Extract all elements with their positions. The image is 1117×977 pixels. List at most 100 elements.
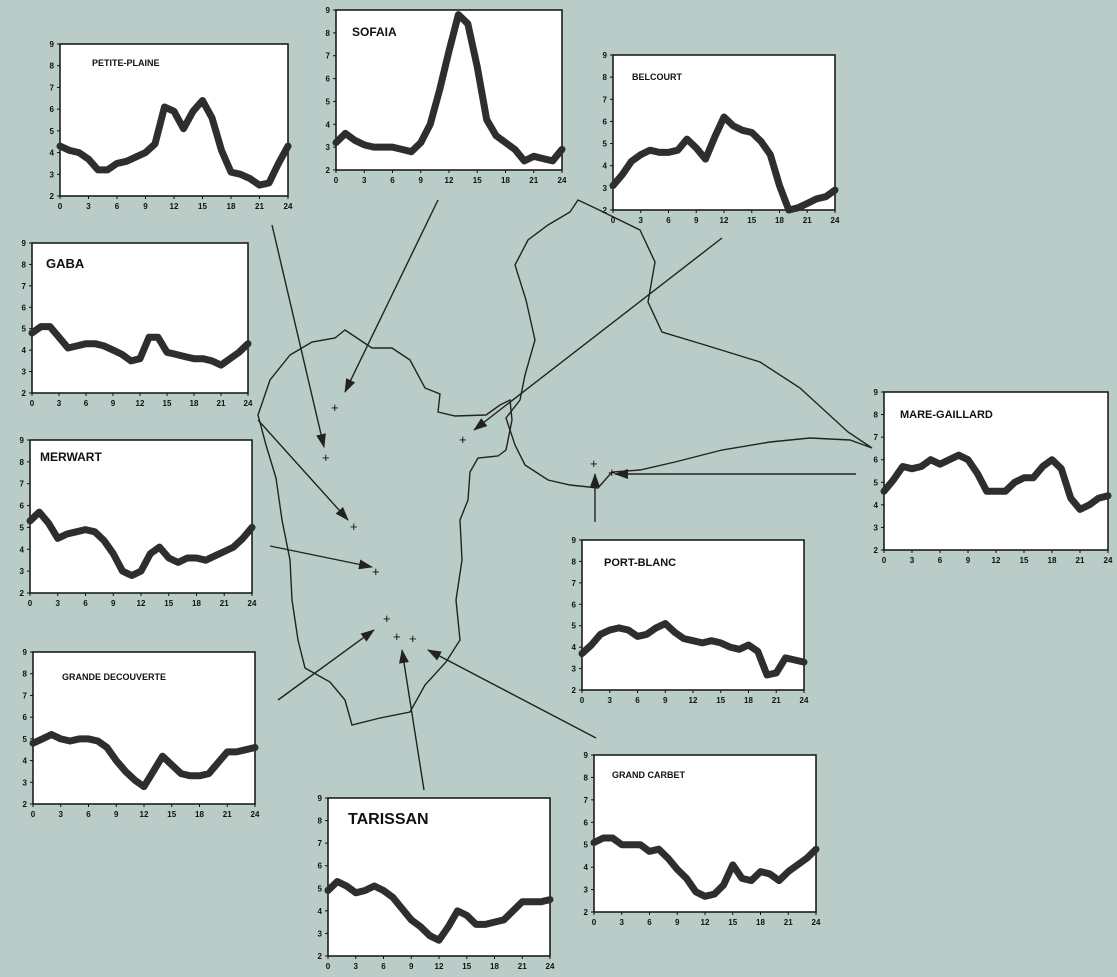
chart-port-blanc: 2 3 4 5 6 7 8 9 0 3 6 9 12 15 18 21 24 PORT-BLANC bbox=[572, 536, 809, 705]
y-tick-label: 5 bbox=[318, 884, 323, 893]
site-marker: + bbox=[383, 611, 391, 626]
y-tick-label: 7 bbox=[603, 95, 608, 104]
y-tick-label: 4 bbox=[50, 149, 55, 158]
chart-mare-gaillard: 2 3 4 5 6 7 8 9 0 3 6 9 12 15 18 21 24 MARE-GAILLARD bbox=[874, 388, 1113, 565]
y-tick-label: 6 bbox=[22, 303, 27, 312]
grande-terre-outline bbox=[505, 199, 873, 489]
x-tick-label: 12 bbox=[435, 962, 444, 971]
y-tick-label: 6 bbox=[603, 117, 608, 126]
plot-frame bbox=[593, 754, 817, 913]
y-tick-label: 2 bbox=[874, 546, 879, 555]
x-tick-label: 15 bbox=[198, 202, 207, 211]
y-tick-label: 4 bbox=[22, 346, 27, 355]
y-tick-label: 8 bbox=[50, 62, 55, 71]
chart-belcourt: 2 3 4 5 6 7 8 9 0 3 6 9 12 15 18 21 24 BELCOURT bbox=[603, 51, 840, 225]
x-tick-label: 9 bbox=[143, 202, 148, 211]
y-tick-label: 2 bbox=[23, 800, 28, 809]
x-tick-label: 3 bbox=[362, 176, 367, 185]
x-tick-label: 24 bbox=[248, 599, 257, 608]
station-title: TARISSAN bbox=[348, 811, 429, 828]
series-line bbox=[26, 508, 256, 579]
x-tick-label: 24 bbox=[831, 216, 840, 225]
y-tick-label: 7 bbox=[22, 282, 27, 291]
series-line bbox=[28, 323, 252, 369]
x-tick-label: 24 bbox=[800, 696, 809, 705]
site-marker: + bbox=[590, 456, 598, 471]
y-tick-label: 5 bbox=[326, 97, 331, 106]
y-tick-label: 8 bbox=[318, 817, 323, 826]
x-tick-label: 9 bbox=[663, 696, 668, 705]
plot-frame bbox=[581, 539, 805, 691]
x-tick-label: 15 bbox=[473, 176, 482, 185]
y-tick-label: 4 bbox=[318, 907, 323, 916]
site-marker: + bbox=[393, 629, 401, 644]
y-tick-label: 2 bbox=[318, 952, 323, 961]
x-tick-label: 18 bbox=[756, 918, 765, 927]
x-tick-label: 6 bbox=[83, 599, 88, 608]
y-tick-label: 8 bbox=[572, 557, 577, 566]
y-tick-label: 8 bbox=[22, 260, 27, 269]
x-tick-label: 21 bbox=[220, 599, 229, 608]
y-tick-label: 7 bbox=[50, 83, 55, 92]
y-tick-label: 4 bbox=[20, 545, 25, 554]
station-title: MARE-GAILLARD bbox=[900, 409, 993, 421]
x-tick-label: 24 bbox=[546, 962, 555, 971]
y-tick-label: 9 bbox=[23, 648, 28, 657]
station-title: GABA bbox=[46, 256, 85, 271]
arrow-grand-carbet bbox=[427, 649, 597, 739]
site-marker: + bbox=[350, 519, 358, 534]
x-tick-label: 15 bbox=[728, 918, 737, 927]
series-line bbox=[324, 878, 554, 944]
x-tick-label: 0 bbox=[592, 918, 597, 927]
x-tick-label: 12 bbox=[689, 696, 698, 705]
y-tick-label: 2 bbox=[50, 192, 55, 201]
y-tick-label: 3 bbox=[23, 778, 28, 787]
x-tick-label: 24 bbox=[244, 399, 253, 408]
y-tick-label: 7 bbox=[584, 796, 589, 805]
y-tick-label: 3 bbox=[584, 886, 589, 895]
x-tick-label: 21 bbox=[255, 202, 264, 211]
y-tick-label: 5 bbox=[603, 140, 608, 149]
arrow-grande-decouverte bbox=[277, 629, 375, 701]
chart-merwart: 2 3 4 5 6 7 8 9 0 3 6 9 12 15 18 21 24 MERWART bbox=[20, 436, 257, 608]
x-tick-label: 3 bbox=[57, 399, 62, 408]
x-tick-label: 12 bbox=[701, 918, 710, 927]
y-tick-label: 6 bbox=[584, 818, 589, 827]
x-tick-label: 15 bbox=[167, 810, 176, 819]
y-tick-label: 9 bbox=[584, 751, 589, 760]
y-tick-label: 6 bbox=[572, 600, 577, 609]
y-tick-label: 9 bbox=[318, 794, 323, 803]
station-title: SOFAIA bbox=[352, 25, 397, 39]
x-tick-label: 0 bbox=[882, 556, 887, 565]
x-tick-label: 9 bbox=[675, 918, 680, 927]
arrow-tarissan bbox=[399, 649, 425, 791]
y-tick-label: 5 bbox=[20, 523, 25, 532]
x-tick-label: 15 bbox=[716, 696, 725, 705]
x-tick-label: 6 bbox=[115, 202, 120, 211]
y-tick-label: 3 bbox=[50, 170, 55, 179]
x-tick-label: 15 bbox=[462, 962, 471, 971]
y-tick-label: 9 bbox=[22, 239, 27, 248]
x-tick-label: 6 bbox=[635, 696, 640, 705]
y-tick-label: 4 bbox=[23, 757, 28, 766]
x-tick-label: 15 bbox=[1020, 556, 1029, 565]
chart-sofaia: 2 3 4 5 6 7 8 9 0 3 6 9 12 15 18 21 24 SOFAIA bbox=[326, 6, 567, 185]
x-tick-label: 9 bbox=[409, 962, 414, 971]
x-tick-label: 3 bbox=[354, 962, 359, 971]
x-tick-label: 18 bbox=[227, 202, 236, 211]
x-tick-label: 9 bbox=[694, 216, 699, 225]
y-tick-label: 8 bbox=[20, 458, 25, 467]
x-tick-label: 6 bbox=[647, 918, 652, 927]
x-tick-label: 18 bbox=[192, 599, 201, 608]
y-tick-label: 9 bbox=[326, 6, 331, 15]
x-tick-label: 0 bbox=[28, 599, 33, 608]
y-tick-label: 6 bbox=[318, 862, 323, 871]
series-line bbox=[578, 620, 808, 679]
y-tick-label: 8 bbox=[23, 670, 28, 679]
series-line bbox=[332, 11, 566, 165]
y-tick-label: 8 bbox=[603, 73, 608, 82]
arrow-belcourt bbox=[473, 237, 723, 431]
x-tick-label: 15 bbox=[163, 399, 172, 408]
x-tick-label: 12 bbox=[140, 810, 149, 819]
